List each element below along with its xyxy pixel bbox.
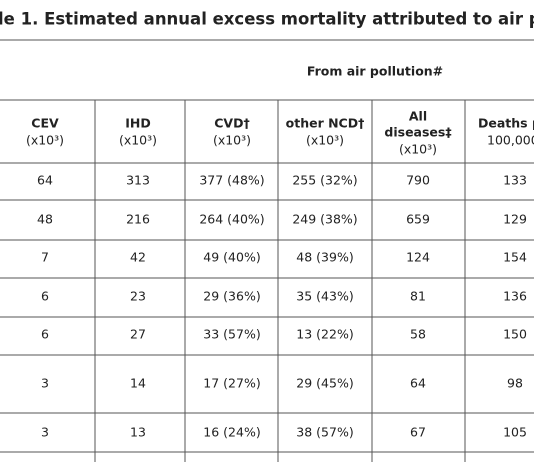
column-unit: 100,000 [487, 133, 534, 148]
table-title: le 1. Estimated annual excess mortality … [0, 10, 534, 29]
cell: 29 (36%) [203, 289, 260, 304]
cell: 377 (48%) [199, 173, 264, 188]
cell: 27 [130, 327, 146, 342]
cell: 38 (57%) [296, 425, 353, 440]
cell: 16 (24%) [203, 425, 260, 440]
cell: 216 [126, 212, 150, 227]
cell: 154 [503, 250, 527, 265]
cell: 105 [503, 425, 527, 440]
column-header: diseases‡ [384, 125, 451, 140]
cell: 7 [41, 250, 49, 265]
column-unit: (x10³) [399, 142, 437, 157]
column-header: CEV [31, 116, 59, 131]
column-unit: (x10³) [119, 133, 157, 148]
cell: 33 (57%) [203, 327, 260, 342]
cell: 3 [41, 376, 49, 391]
cell: 48 (39%) [296, 250, 353, 265]
cell: 29 (45%) [296, 376, 353, 391]
cell: 64 [410, 376, 426, 391]
column-unit: (x10³) [213, 133, 251, 148]
cell: 13 [130, 425, 146, 440]
cell: 659 [406, 212, 430, 227]
cell: 14 [130, 376, 146, 391]
column-unit: (x10³) [26, 133, 64, 148]
cell: 49 (40%) [203, 250, 260, 265]
cell: 6 [41, 289, 49, 304]
cell: 3 [41, 425, 49, 440]
cell: 6 [41, 327, 49, 342]
cell: 23 [130, 289, 146, 304]
cell: 249 (38%) [292, 212, 357, 227]
cell: 98 [507, 376, 523, 391]
cell: 264 (40%) [199, 212, 264, 227]
cell: 58 [410, 327, 426, 342]
cell: 255 (32%) [292, 173, 357, 188]
cell: 64 [37, 173, 53, 188]
cell: 67 [410, 425, 426, 440]
cell: 17 (27%) [203, 376, 260, 391]
cell: 136 [503, 289, 527, 304]
cell: 35 (43%) [296, 289, 353, 304]
column-header: All [409, 109, 427, 124]
column-header: Deaths p [478, 116, 534, 131]
column-unit: (x10³) [306, 133, 344, 148]
column-header: other NCD† [286, 116, 365, 131]
cell: 42 [130, 250, 146, 265]
cell: 129 [503, 212, 527, 227]
cell: 150 [503, 327, 527, 342]
cell: 313 [126, 173, 150, 188]
cell: 124 [406, 250, 430, 265]
cell: 13 (22%) [296, 327, 353, 342]
cell: 48 [37, 212, 53, 227]
cell: 133 [503, 173, 527, 188]
column-header: IHD [125, 116, 151, 131]
cell: 790 [406, 173, 430, 188]
group-label: From air pollution# [307, 64, 443, 79]
cell: 81 [410, 289, 426, 304]
column-header: CVD† [214, 116, 249, 131]
